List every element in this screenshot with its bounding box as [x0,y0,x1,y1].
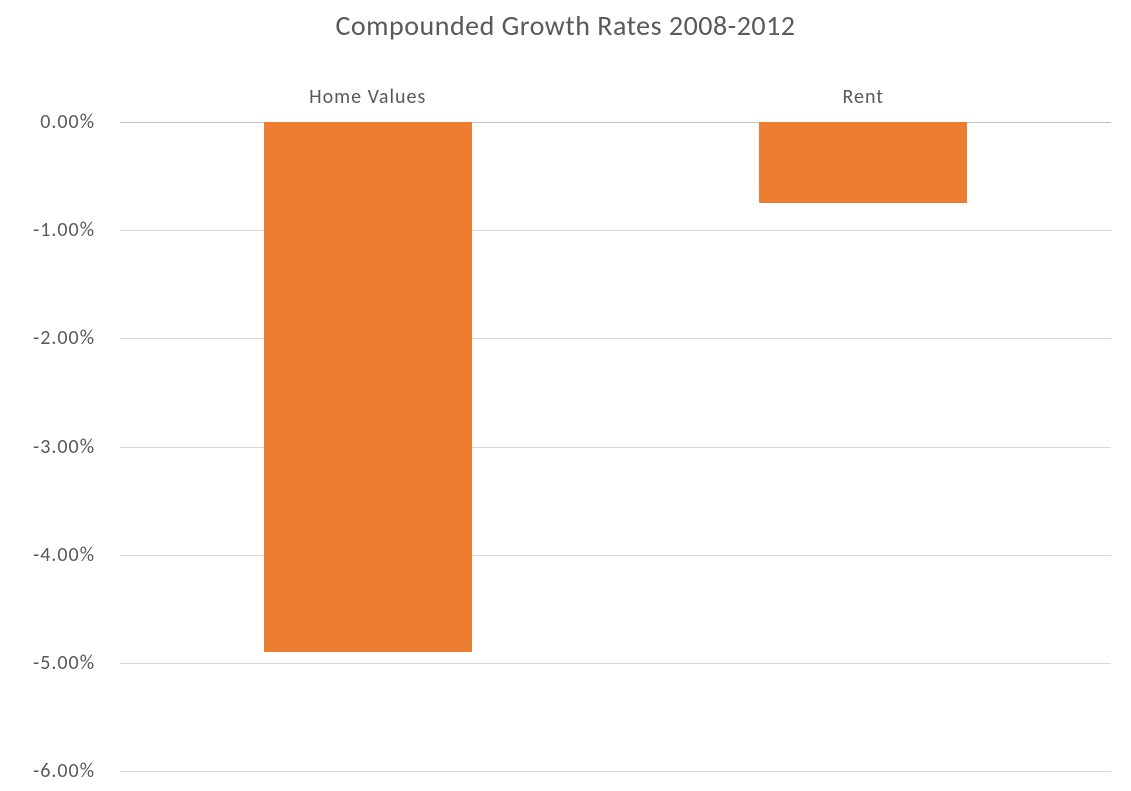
y-axis-labels: 0.00% -1.00% -2.00% -3.00% -4.00% -5.00%… [0,122,110,771]
y-tick-0: 0.00% [40,110,95,134]
y-tick-3: -3.00% [33,435,95,459]
chart-container: Compounded Growth Rates 2008-2012 Home V… [0,0,1131,791]
plot-area [120,122,1111,771]
bar-0 [264,122,472,652]
category-label-1: Rent [843,85,884,109]
y-tick-1: -1.00% [33,218,95,242]
gridline-6 [120,771,1111,772]
y-tick-6: -6.00% [33,759,95,783]
y-tick-5: -5.00% [33,651,95,675]
y-tick-2: -2.00% [33,326,95,350]
bar-1 [759,122,967,203]
chart-title: Compounded Growth Rates 2008-2012 [0,0,1131,43]
gridline-5 [120,663,1111,664]
category-label-0: Home Values [309,85,426,109]
category-axis-labels: Home Values Rent [120,85,1111,115]
y-tick-4: -4.00% [33,543,95,567]
